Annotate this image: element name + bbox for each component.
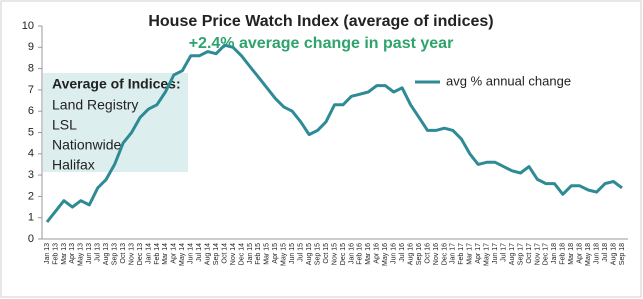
x-tick-label: Sep 15 <box>314 243 321 265</box>
x-tick-label: May 15 <box>281 243 288 266</box>
x-tick-label: Jan 18 <box>551 243 558 264</box>
y-tick-label: 5 <box>28 126 34 138</box>
x-tick-label: Dec 17 <box>543 243 550 265</box>
x-tick-label: Oct 15 <box>323 243 330 264</box>
x-tick-label: Nov 14 <box>230 243 237 265</box>
y-tick-label: 9 <box>28 41 34 53</box>
x-tick-label: May 14 <box>179 243 186 266</box>
y-tick-label: 2 <box>28 190 34 202</box>
x-tick-label: Jun 16 <box>391 243 398 264</box>
x-tick-label: Sep 18 <box>619 243 626 265</box>
annotation-item: Land Registry <box>52 97 138 113</box>
x-tick-label: Feb 15 <box>255 243 262 265</box>
y-tick-label: 1 <box>28 212 34 224</box>
annotation-item: Halifax <box>52 157 95 173</box>
x-tick-label: Oct 17 <box>526 243 533 264</box>
x-tick-label: Sep 16 <box>416 243 423 265</box>
x-tick-label: Aug 17 <box>509 243 516 265</box>
x-tick-label: Mar 18 <box>568 243 575 265</box>
annotation-box <box>43 73 188 172</box>
x-tick-label: Mar 16 <box>365 243 372 265</box>
x-tick-label: Apr 15 <box>272 243 279 264</box>
x-tick-label: Jun 14 <box>188 243 195 264</box>
x-tick-label: Dec 13 <box>137 243 144 265</box>
x-tick-label: Apr 14 <box>171 243 178 264</box>
x-tick-label: Dec 15 <box>340 243 347 265</box>
x-tick-label: Jun 13 <box>86 243 93 264</box>
x-tick-label: Feb 18 <box>560 243 567 265</box>
x-tick-label: Apr 17 <box>475 243 482 264</box>
x-tick-label: Nov 16 <box>433 243 440 265</box>
x-tick-label: Aug 13 <box>103 243 110 265</box>
x-tick-label: Oct 13 <box>120 243 127 264</box>
x-tick-label: May 16 <box>382 243 389 266</box>
y-tick-label: 6 <box>28 105 34 117</box>
x-tick-label: Apr 16 <box>374 243 381 264</box>
x-tick-label: Feb 16 <box>357 243 364 265</box>
y-tick-label: 0 <box>28 233 34 245</box>
y-tick-label: 10 <box>22 20 34 32</box>
x-tick-label: Oct 14 <box>221 243 228 264</box>
annotation-item: LSL <box>52 117 77 133</box>
x-tick-label: Sep 17 <box>517 243 524 265</box>
x-tick-label: Jul 17 <box>500 243 507 262</box>
x-tick-label: Nov 17 <box>534 243 541 265</box>
x-tick-label: Nov 15 <box>331 243 338 265</box>
x-tick-label: May 17 <box>484 243 491 266</box>
y-tick-label: 4 <box>28 148 34 160</box>
x-tick-label: Feb 17 <box>458 243 465 265</box>
x-tick-label: Jan 17 <box>450 243 457 264</box>
x-tick-label: Oct 16 <box>424 243 431 264</box>
y-tick-label: 7 <box>28 84 34 96</box>
x-tick-label: Jun 17 <box>492 243 499 264</box>
x-tick-label: Aug 18 <box>610 243 617 265</box>
x-tick-label: Jan 13 <box>44 243 51 264</box>
x-tick-label: Jul 14 <box>196 243 203 262</box>
x-tick-label: Dec 14 <box>238 243 245 265</box>
x-tick-label: Jul 16 <box>399 243 406 262</box>
annotation-item: Nationwide <box>52 137 121 153</box>
x-tick-label: Aug 15 <box>306 243 313 265</box>
legend-label: avg % annual change <box>446 73 571 88</box>
x-tick-label: Jul 13 <box>95 243 102 262</box>
chart-title: House Price Watch Index (average of indi… <box>148 13 493 30</box>
x-tick-label: Apr 13 <box>69 243 76 264</box>
x-tick-label: Mar 15 <box>264 243 271 265</box>
x-tick-label: Sep 14 <box>213 243 220 265</box>
x-tick-label: Jan 14 <box>145 243 152 264</box>
x-tick-label: Aug 14 <box>205 243 212 265</box>
x-tick-label: Feb 14 <box>154 243 161 265</box>
x-tick-label: Mar 17 <box>467 243 474 265</box>
x-tick-label: May 18 <box>585 243 592 266</box>
x-tick-label: Jun 18 <box>593 243 600 264</box>
x-tick-label: Nov 13 <box>128 243 135 265</box>
x-tick-label: Feb 13 <box>52 243 59 265</box>
x-tick-label: Mar 14 <box>162 243 169 265</box>
chart-subtitle: +2.4% average change in past year <box>189 35 454 52</box>
y-tick-label: 8 <box>28 63 34 75</box>
x-tick-label: Aug 16 <box>407 243 414 265</box>
x-tick-label: Sep 13 <box>111 243 118 265</box>
annotation-title: Average of Indices: <box>52 76 181 92</box>
x-tick-label: Jan 16 <box>348 243 355 264</box>
data-line <box>45 43 623 223</box>
x-tick-label: Jul 15 <box>298 243 305 262</box>
x-tick-label: Apr 18 <box>577 243 584 264</box>
y-tick-label: 3 <box>28 169 34 181</box>
x-tick-label: Jun 15 <box>289 243 296 264</box>
x-tick-label: Mar 13 <box>61 243 68 265</box>
x-tick-label: May 13 <box>78 243 85 266</box>
x-tick-label: Jul 18 <box>602 243 609 262</box>
x-tick-label: Dec 16 <box>441 243 448 265</box>
x-tick-label: Jan 15 <box>247 243 254 264</box>
